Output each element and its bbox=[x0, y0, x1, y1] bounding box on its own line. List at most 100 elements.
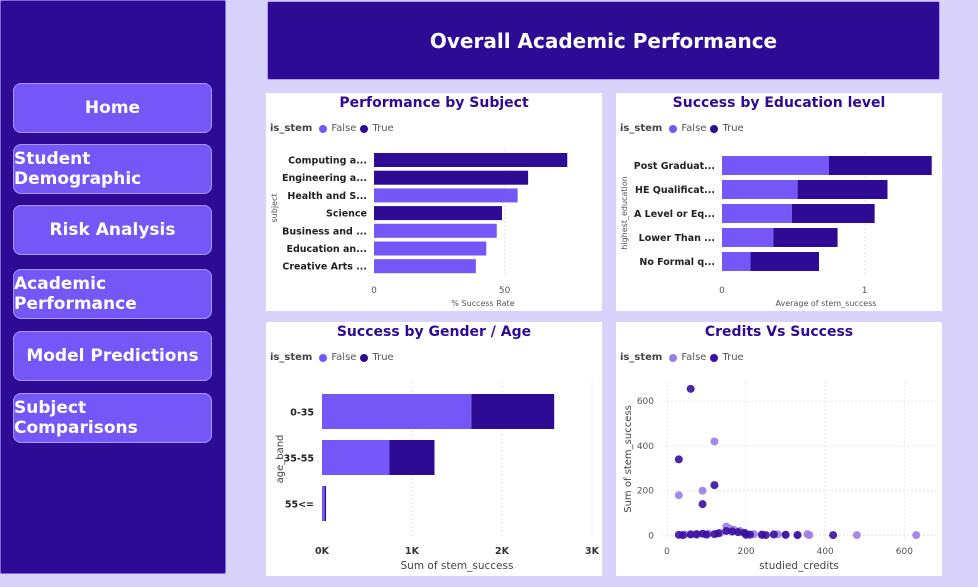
scatter-point bbox=[698, 486, 707, 495]
scatter-point bbox=[674, 491, 683, 500]
education-chart-panel: Success by Education level is_stem False… bbox=[616, 93, 942, 311]
legend-field-label: is_stem bbox=[270, 123, 313, 134]
credits-chart-svg: 00 200 200 400 400 600 600 studied_credits Sum o… bbox=[623, 381, 936, 572]
legend-field-label: is_stem bbox=[620, 352, 663, 363]
category-label: 0-35 bbox=[290, 408, 314, 419]
nav-model-predictions-button[interactable]: Model Predictions bbox=[13, 331, 212, 381]
education-chart-title: Success by Education level bbox=[672, 95, 886, 111]
bar bbox=[374, 170, 529, 185]
page-title-banner: Overall Academic Performance bbox=[267, 1, 940, 80]
bar-false bbox=[322, 440, 390, 475]
x-tick-label: 50 bbox=[499, 286, 511, 296]
scatter-point bbox=[722, 527, 731, 536]
y-tick-label: 600 bbox=[637, 397, 654, 407]
gender-age-chart-legend: is_stem False True bbox=[270, 352, 394, 363]
x-tick-label: 1 bbox=[862, 286, 868, 296]
category-label: 55<= bbox=[285, 500, 314, 511]
bar-true bbox=[829, 156, 932, 175]
nav-risk-analysis-button[interactable]: Risk Analysis bbox=[13, 205, 212, 255]
category-label: Lower Than ... bbox=[639, 233, 715, 244]
gender-age-chart-panel: Success by Gender / Age is_stem False Tr… bbox=[266, 322, 602, 576]
x-tick-label: 0 bbox=[664, 547, 670, 557]
x-tick-label: 0 bbox=[719, 286, 725, 296]
legend-true-swatch bbox=[710, 353, 719, 362]
legend-field-label: is_stem bbox=[620, 123, 663, 134]
y-axis-label: Sum of stem_success bbox=[623, 405, 634, 513]
subject-chart-title: Performance by Subject bbox=[339, 95, 529, 111]
x-tick-label: 200 bbox=[737, 547, 754, 557]
x-tick-label: 1K bbox=[405, 546, 420, 557]
scatter-point bbox=[698, 500, 707, 509]
bar-false bbox=[722, 252, 751, 271]
bar-false bbox=[322, 394, 472, 429]
bar bbox=[374, 259, 476, 274]
legend-false-label: False bbox=[681, 352, 707, 363]
scatter-point bbox=[912, 531, 921, 540]
legend-true-label: True bbox=[722, 123, 744, 134]
legend-false-swatch bbox=[319, 124, 328, 133]
bar-true bbox=[471, 394, 555, 429]
legend-false-label: False bbox=[681, 123, 707, 134]
legend-true-swatch bbox=[360, 124, 369, 133]
x-tick-label: 0K bbox=[315, 546, 330, 557]
x-axis-label: Average of stem_success bbox=[776, 299, 877, 308]
bar-true bbox=[750, 252, 820, 271]
gender-age-chart-svg: 0-35 35-55 55<= 0K 1K 2K 3K Sum of stem_success… bbox=[275, 382, 600, 572]
bar-true bbox=[324, 486, 327, 521]
legend-false-label: False bbox=[331, 352, 357, 363]
sidebar: Home Student Demographic Risk Analysis A… bbox=[0, 0, 226, 574]
legend-false-swatch bbox=[669, 353, 678, 362]
scatter-point bbox=[803, 530, 812, 539]
bar bbox=[374, 206, 502, 221]
y-tick-label: 200 bbox=[637, 487, 654, 497]
category-label: Health and S... bbox=[287, 191, 367, 202]
x-tick-label: 3K bbox=[585, 546, 600, 557]
scatter-point bbox=[710, 437, 719, 446]
scatter-point bbox=[678, 531, 687, 540]
category-label: No Formal q... bbox=[639, 257, 715, 268]
category-label: Creative Arts ... bbox=[282, 262, 367, 273]
bar-true bbox=[773, 228, 838, 247]
bar bbox=[374, 223, 497, 238]
legend-true-swatch bbox=[710, 124, 719, 133]
scatter-point bbox=[742, 530, 751, 539]
scatter-point bbox=[714, 529, 723, 538]
legend-true-label: True bbox=[722, 352, 744, 363]
nav-subject-comparisons-button[interactable]: Subject Comparisons bbox=[13, 393, 212, 443]
page-title: Overall Academic Performance bbox=[429, 28, 778, 53]
category-label: HE Qualificat... bbox=[635, 185, 715, 196]
scatter-point bbox=[710, 481, 719, 490]
y-tick-label: 400 bbox=[637, 442, 654, 452]
y-axis-label: subject bbox=[270, 194, 279, 223]
y-axis-label: age_band bbox=[275, 435, 286, 484]
nav-academic-performance-button[interactable]: Academic Performance bbox=[13, 269, 212, 319]
category-label: A Level or Eq... bbox=[634, 209, 715, 220]
nav-home-button[interactable]: Home bbox=[13, 83, 212, 133]
bar-true bbox=[797, 180, 888, 199]
category-label: Education an... bbox=[287, 244, 368, 255]
scatter-point bbox=[674, 455, 683, 464]
legend-false-swatch bbox=[669, 124, 678, 133]
legend-false-swatch bbox=[319, 353, 328, 362]
bar-false bbox=[722, 204, 792, 223]
nav-student-demographic-button[interactable]: Student Demographic bbox=[13, 144, 212, 194]
scatter-point bbox=[852, 531, 861, 540]
legend-false-label: False bbox=[331, 123, 357, 134]
category-label: Science bbox=[326, 209, 367, 220]
scatter-point bbox=[686, 384, 695, 393]
x-tick-label: 600 bbox=[896, 547, 913, 557]
bar-false bbox=[722, 180, 798, 199]
scatter-point bbox=[829, 531, 838, 540]
category-label: Computing a... bbox=[288, 156, 367, 167]
y-tick-label: 0 bbox=[648, 532, 654, 542]
legend-true-swatch bbox=[360, 353, 369, 362]
scatter-point bbox=[734, 528, 743, 537]
bar bbox=[374, 188, 518, 203]
scatter-point bbox=[769, 530, 778, 539]
bar bbox=[374, 153, 568, 167]
x-axis-label: studied_credits bbox=[759, 560, 839, 572]
category-label: Business and ... bbox=[282, 226, 367, 237]
category-label: 35-55 bbox=[284, 454, 314, 465]
bar bbox=[374, 241, 487, 256]
subject-chart-legend: is_stem False True bbox=[270, 123, 394, 134]
